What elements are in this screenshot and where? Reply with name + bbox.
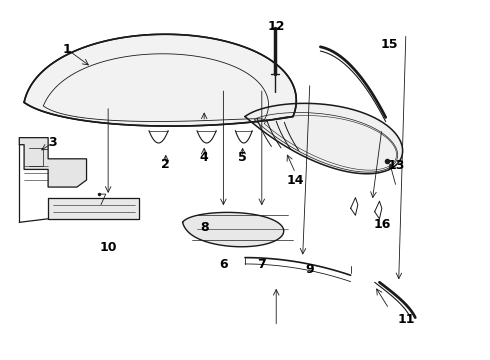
- Text: 13: 13: [388, 159, 405, 172]
- Text: 2: 2: [161, 158, 170, 171]
- Text: 10: 10: [99, 240, 117, 253]
- Text: 16: 16: [373, 217, 391, 231]
- Text: 6: 6: [219, 258, 228, 271]
- Polygon shape: [19, 138, 87, 187]
- Polygon shape: [48, 198, 139, 219]
- Text: 9: 9: [305, 264, 314, 276]
- Text: 4: 4: [200, 150, 209, 163]
- Text: 15: 15: [380, 38, 398, 51]
- Text: 11: 11: [397, 313, 415, 326]
- Text: 1: 1: [63, 43, 72, 56]
- Text: 3: 3: [49, 136, 57, 149]
- Text: 8: 8: [200, 221, 209, 234]
- Text: 12: 12: [268, 20, 285, 33]
- Polygon shape: [183, 212, 284, 247]
- Text: 7: 7: [257, 258, 266, 271]
- Text: 14: 14: [287, 174, 304, 186]
- Polygon shape: [24, 34, 296, 126]
- Polygon shape: [245, 103, 403, 174]
- Text: 5: 5: [238, 150, 247, 163]
